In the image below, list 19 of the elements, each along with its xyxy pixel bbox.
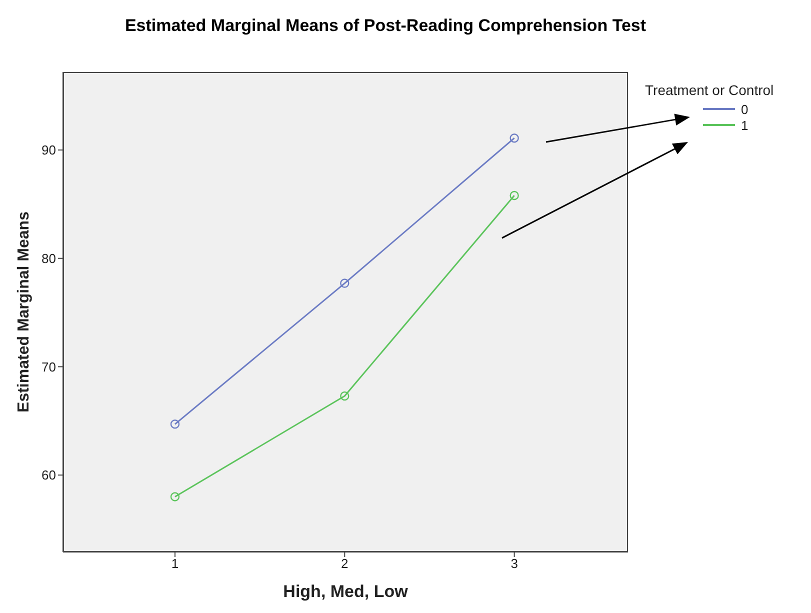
point [340,278,350,288]
legend-label: 0 [741,102,748,116]
y-axis-title: Estimated Marginal Means [16,211,32,412]
x-tick-label: 1 [171,556,179,572]
x-axis-title: High, Med, Low [283,582,409,601]
y-tick-label: 70 [42,359,56,374]
x-tick-label: 2 [341,556,348,572]
y-tick-label: 60 [42,468,56,483]
chart-title: Estimated Marginal Means of Post-Reading Comprehension Test [124,16,648,36]
point [170,420,180,429]
point [340,391,350,401]
y-tick-label: 80 [42,250,56,266]
legend-title: Treatment or Control [645,82,775,98]
point [170,492,180,502]
point [510,190,519,200]
legend-label: 1 [741,118,748,132]
y-tick-label: 90 [42,142,56,158]
point [510,133,519,143]
x-tick-label: 3 [510,556,518,572]
